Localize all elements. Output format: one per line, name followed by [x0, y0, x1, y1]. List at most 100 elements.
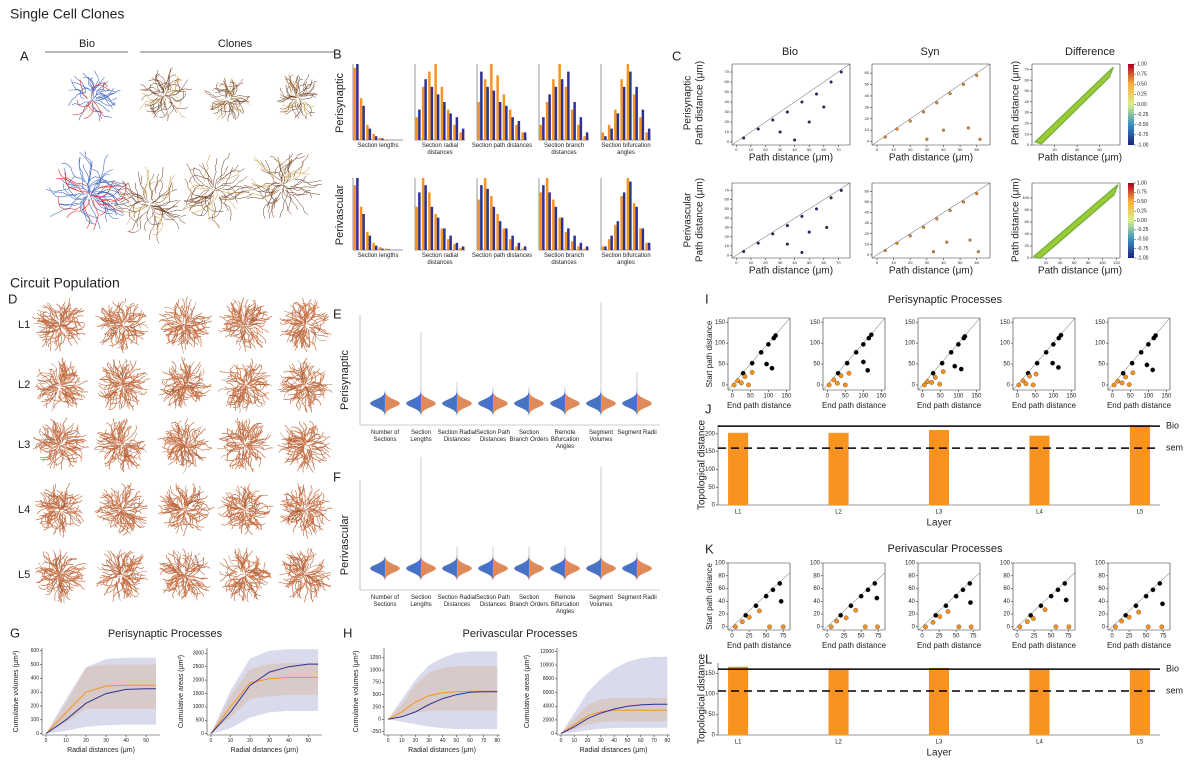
x-tick-label: 30	[925, 147, 930, 152]
point	[773, 333, 777, 337]
x-axis-label: Layer	[926, 748, 952, 759]
point	[771, 588, 775, 592]
point	[801, 251, 804, 254]
bar	[629, 182, 632, 250]
bar	[496, 214, 499, 250]
panel-letter: H	[343, 625, 352, 640]
morphology	[280, 428, 332, 470]
y-tick-label: 250	[373, 704, 382, 710]
bar	[524, 246, 527, 250]
x-tick-label: 50	[1143, 634, 1150, 640]
point	[1018, 625, 1022, 629]
bar	[418, 192, 421, 250]
x-tick-label: 60	[1097, 147, 1102, 152]
panel-letter: F	[333, 469, 341, 484]
x-tick-label: 75	[780, 634, 787, 640]
point	[839, 374, 843, 378]
violin	[385, 553, 400, 581]
y-tick-label: 200	[31, 703, 40, 709]
point	[1025, 620, 1029, 624]
colorbar-tick-label: 1.00	[1137, 61, 1147, 67]
y-tick-label: 60	[1098, 586, 1105, 592]
y-tick-label: 0	[727, 252, 730, 257]
x-tick-label: 80	[1086, 260, 1091, 265]
bar	[462, 246, 465, 250]
x-tick-label: 0	[876, 260, 879, 265]
bar	[614, 110, 617, 140]
x-tick-label: 150	[1066, 394, 1077, 400]
x-tick-label: 20	[763, 260, 768, 265]
y-tick-label: 100	[31, 717, 40, 723]
panel-letter: D	[8, 291, 17, 306]
point	[740, 620, 744, 624]
bar	[486, 189, 489, 250]
subplot-title: Section branch distances	[533, 253, 595, 267]
bar	[580, 117, 583, 140]
row-label: Perivascular	[683, 192, 694, 248]
point	[847, 371, 851, 375]
bar	[610, 236, 613, 250]
x-tick-label: Section Path Distances	[473, 595, 513, 609]
y-tick-label: 2000	[193, 677, 204, 683]
x-axis-label: Path distance (μm)	[1038, 266, 1122, 277]
bar	[356, 178, 359, 250]
y-tick-label: 80	[718, 573, 725, 579]
colorbar-tick-label: 0.25	[1137, 92, 1147, 98]
y-tick-label: 0	[1027, 255, 1030, 260]
point	[1127, 382, 1131, 386]
y-tick-label: 50	[865, 82, 870, 87]
bar	[486, 87, 489, 140]
point	[1050, 361, 1054, 365]
bar	[518, 121, 521, 140]
point	[815, 93, 818, 96]
bar	[577, 125, 580, 140]
y-tick-label: 40	[865, 210, 870, 215]
bar	[456, 117, 459, 140]
bar	[424, 79, 427, 140]
point	[861, 342, 865, 346]
morphology	[114, 167, 186, 244]
x-axis-label: Radial distances (μm)	[408, 747, 476, 754]
x-tick-label: 60	[467, 738, 473, 744]
layer-label: L4	[18, 504, 30, 516]
x-tick-label: 0	[920, 634, 924, 640]
panel-letter: E	[333, 306, 342, 321]
y-tick-label: 0	[817, 624, 821, 630]
bar	[583, 249, 586, 250]
panel-letter: B	[333, 46, 342, 61]
bar	[608, 125, 611, 140]
bar	[503, 228, 506, 250]
y-tick-label: 80	[908, 573, 915, 579]
point	[935, 101, 938, 104]
point	[845, 361, 849, 365]
bar	[515, 125, 518, 140]
point	[1043, 607, 1047, 611]
point	[770, 366, 774, 370]
violin	[493, 388, 508, 416]
y-axis-label: Path distance (μm)	[695, 178, 706, 262]
y-tick-label: 150	[715, 320, 726, 326]
bar	[372, 134, 375, 140]
y-tick-label: 40	[1098, 599, 1105, 605]
y-tick-label: 4000	[543, 704, 554, 710]
morphology	[220, 418, 273, 472]
colorbar-tick-label: 0.50	[1137, 199, 1147, 205]
bar	[635, 207, 638, 250]
violin	[586, 553, 601, 581]
y-axis-label: Cumulative areas (μm²)	[178, 655, 185, 728]
bar	[577, 246, 580, 250]
panel-letter: K	[705, 541, 714, 556]
bar	[728, 433, 748, 505]
y-tick-label: 50	[865, 199, 870, 204]
point	[1112, 383, 1116, 387]
x-tick-label: 30	[267, 738, 273, 744]
point	[949, 209, 952, 212]
point	[959, 367, 963, 371]
point	[1160, 602, 1164, 606]
violin	[586, 388, 601, 416]
x-tick-label: 25	[746, 634, 753, 640]
point	[830, 81, 833, 84]
x-tick-label: 75	[1065, 634, 1072, 640]
y-tick-label: 500	[31, 662, 40, 668]
point	[840, 189, 843, 192]
